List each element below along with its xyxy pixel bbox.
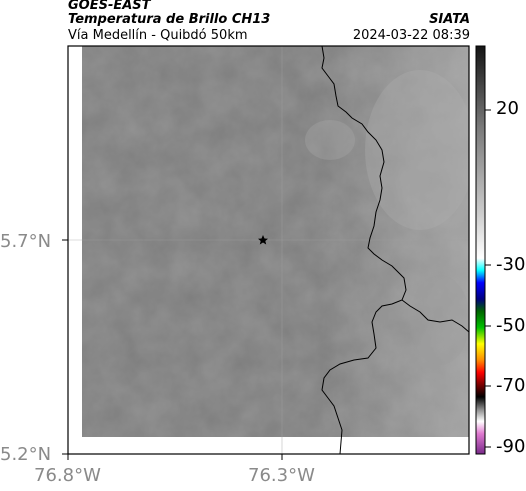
colorbar-tick-label: -90 xyxy=(496,436,526,457)
colorbar-tick-label: 20 xyxy=(496,98,519,119)
boundary-line xyxy=(321,45,407,455)
organization-label: SIATA xyxy=(429,12,470,27)
colorbar-tick-label: -50 xyxy=(496,315,526,336)
colorbar xyxy=(476,46,485,454)
star-icon[interactable] xyxy=(258,235,268,245)
colorbar-tick-label: -70 xyxy=(496,375,526,396)
product-title: Temperatura de Brillo CH13 xyxy=(68,12,271,27)
map-frame xyxy=(67,45,470,455)
lat-label: 5.7°N xyxy=(0,231,52,252)
brightness-temperature-field xyxy=(82,46,469,437)
lat-label: 5.2°N xyxy=(0,444,52,465)
satellite-title: GOES-EAST xyxy=(68,0,151,13)
colorbar-tick-label: -30 xyxy=(496,254,526,275)
lon-label: 76.3°W xyxy=(248,465,315,486)
lon-label: 76.8°W xyxy=(34,465,101,486)
colorbar-frame xyxy=(475,45,486,455)
datetime-label: 2024-03-22 08:39 xyxy=(352,28,470,43)
boundary-line-east xyxy=(401,299,470,333)
location-subtitle: Vía Medellín - Quibdó 50km xyxy=(68,28,248,43)
